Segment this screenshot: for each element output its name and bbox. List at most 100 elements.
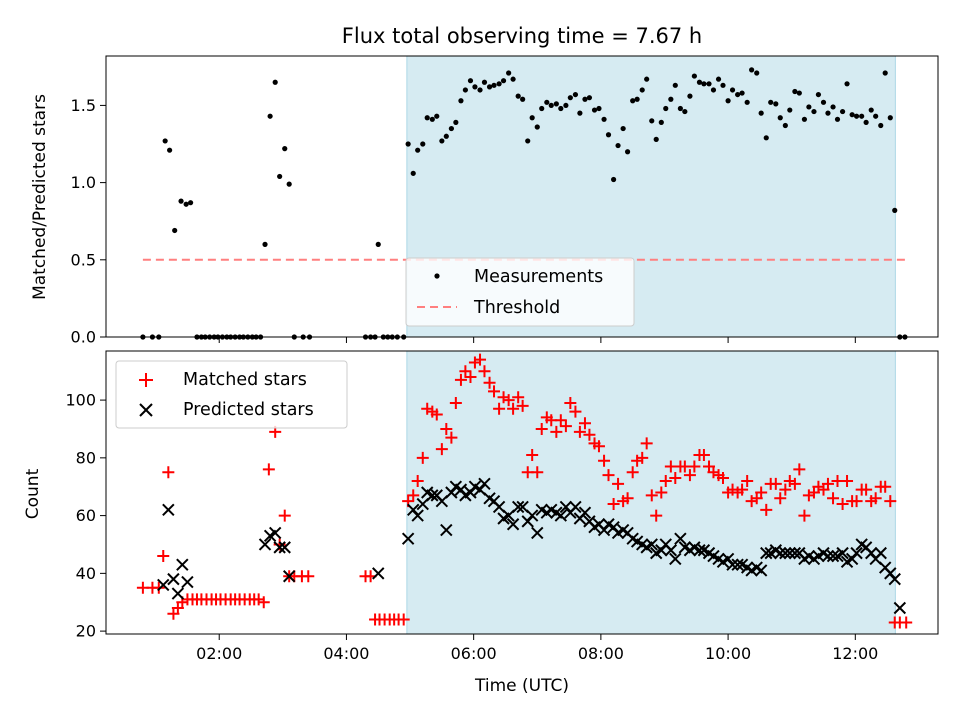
predicted-star-point [167,572,180,586]
matched-star-point [779,483,792,496]
matched-star-point [645,489,658,502]
ratio-y-axis-label: Matched/Predicted stars [30,94,50,300]
measurement-point [605,132,612,138]
predicted-star-point [273,541,286,554]
legend-matched-marker [139,373,153,387]
measurement-point [534,124,540,130]
predicted-star-point [258,538,272,551]
predicted-star-point [760,546,773,560]
measurement-point [481,79,488,85]
measurement-point [773,101,779,107]
measurement-point [553,101,559,107]
measurement-point [472,84,478,90]
matched-star-point [564,396,577,409]
count-x-tick-label: 04:00 [323,644,369,663]
measurement-point [491,82,497,88]
measurement-point [267,113,273,119]
legend-predicted-label: Predicted stars [183,400,314,420]
measurement-point [853,113,860,119]
measurement-point [577,110,583,116]
matched-star-point [483,376,496,389]
measurement-point [725,98,731,104]
count-y-ticks: 20 40 60 80 100 [65,391,106,641]
matched-star-point [502,394,515,407]
measurement-point [582,96,588,102]
matched-star-point [157,550,170,563]
matched-star-point [640,437,653,450]
measurement-point [510,76,516,82]
matched-star-point [636,451,649,464]
matched-star-point [278,509,291,522]
predicted-star-point [511,500,525,514]
measurement-point [615,142,621,149]
matched-star-point [578,417,591,430]
measurement-point [272,79,278,85]
predicted-star-point [478,477,491,491]
measurement-point [277,173,283,180]
matched-star-point [736,483,749,496]
matched-star-point [688,460,701,473]
measurement-point [601,116,607,122]
matched-star-point [669,472,682,485]
ratio-y-tick-label: 0.0 [71,328,96,347]
matched-star-point [449,396,462,409]
predicted-star-point [268,526,282,540]
matched-star-point [152,581,165,594]
measurement-point [162,138,168,144]
measurement-point [596,105,602,112]
measurement-point [811,108,817,115]
measurement-point [787,107,793,113]
measurement-point [448,125,454,132]
matched-star-point [573,425,586,438]
predicted-star-point [783,546,796,560]
matched-star-point [512,391,525,404]
matched-star-point [435,443,448,456]
matched-star-point [683,469,696,482]
measurement-point [892,207,898,213]
predicted-star-point [645,538,658,551]
predicted-star-point [569,500,582,514]
matched-star-point [407,489,420,502]
matched-star-point [798,509,811,522]
count-legend: Matched stars Predicted stars [115,360,348,429]
measurement-point [586,95,593,101]
measurement-point [462,87,468,93]
matched-star-point [783,474,796,487]
predicted-star-point [401,532,415,545]
count-panel: 20 40 60 80 100 02:00 04:00 06:00 08:00 10:00 12:… [65,350,939,663]
count-y-tick-label: 40 [76,564,96,583]
predicted-star-point [181,575,194,589]
matched-star-point [459,365,472,378]
measurement-point [183,201,189,207]
measurement-point [167,147,173,153]
matched-star-point [788,477,801,490]
matched-star-point [493,402,506,415]
ratio-y-tick-label: 1.0 [71,173,96,192]
predicted-star-point [726,558,739,571]
matched-star-point [559,420,572,433]
matched-star-point [869,492,882,505]
predicted-star-point [731,558,744,571]
measurement-point [520,96,526,102]
predicted-star-point [664,544,678,557]
matched-star-point [516,399,529,412]
predicted-star-point [888,572,901,586]
count-legend-frame [115,360,348,429]
measurement-point [467,78,474,84]
matched-star-point [602,469,615,482]
ratio-axes-frame [105,55,939,338]
matched-star-point [262,463,275,476]
measurement-point [882,70,888,76]
measurement-point [859,113,865,119]
measurement-point [806,104,812,110]
measurement-point [878,122,884,129]
measurement-point [434,113,440,119]
measurement-point [644,76,650,82]
matched-star-point [397,613,410,626]
matched-star-point [631,454,644,467]
measurement-point [758,110,764,116]
matched-star-point [421,402,434,415]
matched-star-point [507,402,520,415]
measurement-point [477,87,483,93]
measurement-point [873,113,879,119]
